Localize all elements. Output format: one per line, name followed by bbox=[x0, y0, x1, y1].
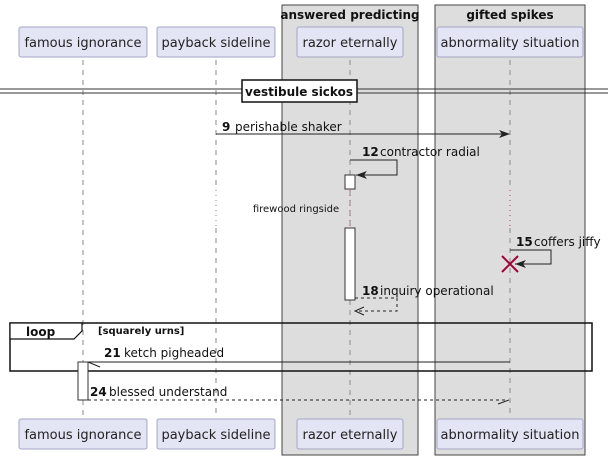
group-title: gifted spikes bbox=[466, 8, 553, 22]
separator-vestibule-sickos: vestibule sickos bbox=[0, 79, 608, 103]
participant-famous-ignorance-top[interactable]: famous ignorance bbox=[18, 26, 148, 58]
participant-label: payback sideline bbox=[161, 36, 270, 51]
participant-label: abnormality situation bbox=[441, 428, 580, 443]
participant-payback-sideline-top[interactable]: payback sideline bbox=[156, 26, 276, 58]
participant-abnormality-situation-top[interactable]: abnormality situation bbox=[436, 26, 584, 58]
message-9[interactable]: 9 perishable shaker bbox=[216, 120, 510, 138]
message-18[interactable]: 18 inquiry operational bbox=[353, 284, 494, 316]
participant-abnormality-situation-bottom[interactable]: abnormality situation bbox=[436, 418, 584, 450]
activation-bar bbox=[344, 227, 356, 301]
participant-famous-ignorance-bottom[interactable]: famous ignorance bbox=[18, 418, 148, 450]
message-label: perishable shaker bbox=[235, 120, 342, 134]
participant-label: payback sideline bbox=[161, 428, 270, 443]
activation-bar bbox=[344, 174, 356, 190]
message-label: contractor radial bbox=[380, 145, 480, 159]
participant-payback-sideline-bottom[interactable]: payback sideline bbox=[156, 418, 276, 450]
message-21[interactable]: 21 ketch pigheaded bbox=[87, 346, 510, 368]
loop-label: loop bbox=[26, 325, 56, 339]
participant-razor-eternally-top[interactable]: razor eternally bbox=[296, 26, 404, 58]
message-number: 15 bbox=[516, 235, 533, 249]
message-label: inquiry operational bbox=[380, 284, 494, 298]
activation-bar bbox=[77, 361, 89, 401]
participant-label: famous ignorance bbox=[24, 428, 141, 443]
destroy-icon bbox=[501, 255, 519, 273]
message-label: coffers jiffy bbox=[534, 235, 601, 249]
loop-frame: loop [squarely urns] bbox=[9, 322, 593, 372]
delay-label: firewood ringside bbox=[253, 204, 339, 215]
loop-condition: [squarely urns] bbox=[98, 326, 184, 337]
message-number: 24 bbox=[90, 385, 107, 399]
message-number: 9 bbox=[222, 120, 230, 134]
participant-label: razor eternally bbox=[303, 428, 398, 443]
message-number: 12 bbox=[362, 145, 379, 159]
separator-label: vestibule sickos bbox=[245, 85, 353, 99]
message-15[interactable]: 15 coffers jiffy bbox=[501, 235, 601, 273]
message-label: ketch pigheaded bbox=[124, 346, 224, 360]
message-number: 21 bbox=[104, 346, 121, 360]
participant-razor-eternally-bottom[interactable]: razor eternally bbox=[296, 418, 404, 450]
participant-label: famous ignorance bbox=[24, 36, 141, 51]
participant-label: abnormality situation bbox=[441, 36, 580, 51]
message-number: 18 bbox=[362, 284, 379, 298]
participant-label: razor eternally bbox=[303, 36, 398, 51]
message-label: blessed understand bbox=[109, 385, 227, 399]
message-12[interactable]: 12 contractor radial bbox=[350, 145, 480, 179]
group-title: answered predicting bbox=[280, 8, 419, 22]
message-24[interactable]: 24 blessed understand bbox=[88, 385, 510, 405]
